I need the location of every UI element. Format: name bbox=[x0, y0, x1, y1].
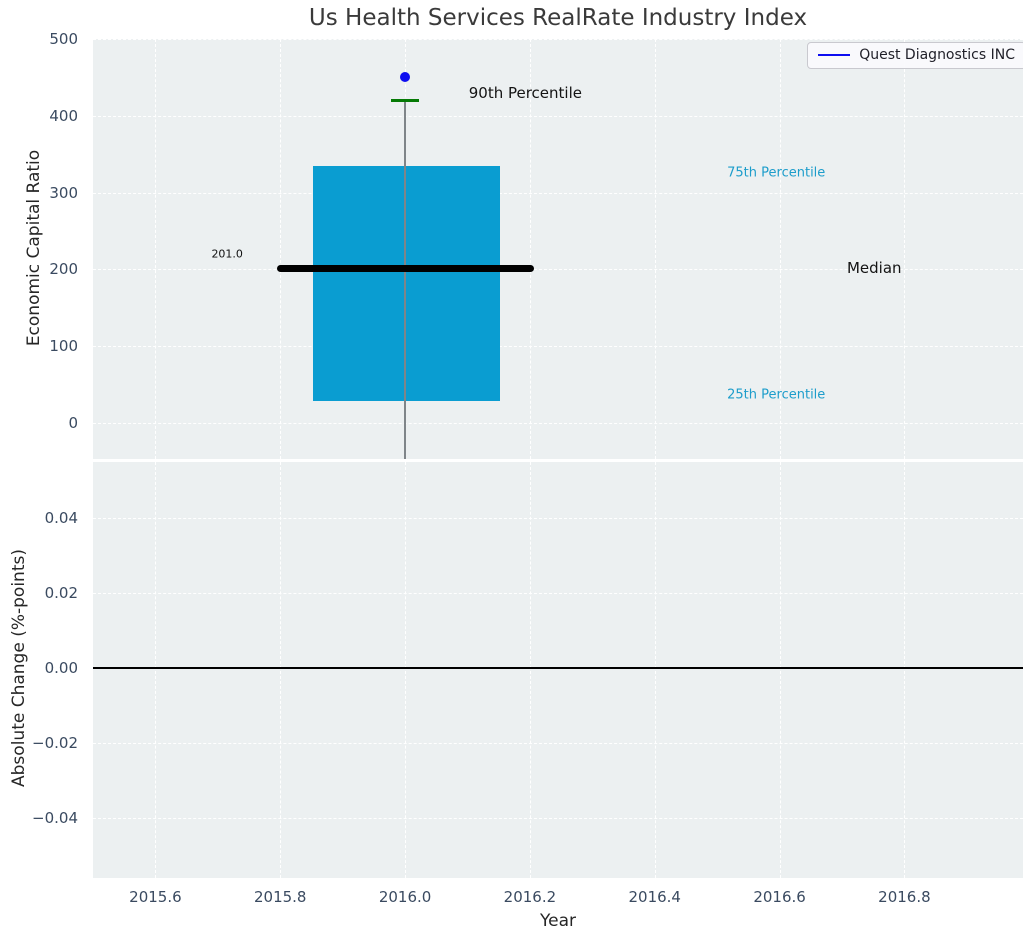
legend: Quest Diagnostics INC bbox=[807, 42, 1023, 69]
boxplot-median-line bbox=[277, 265, 534, 272]
gridline bbox=[155, 39, 156, 459]
y-tick-label: 100 bbox=[18, 337, 78, 355]
x-axis-label: Year bbox=[93, 911, 1023, 931]
x-tick-label: 2016.6 bbox=[735, 888, 825, 906]
x-tick-label: 2016.8 bbox=[859, 888, 949, 906]
gridline-layer bbox=[93, 462, 1023, 878]
gridline bbox=[93, 116, 1023, 117]
p25-label: 25th Percentile bbox=[727, 388, 825, 403]
legend-line-swatch bbox=[818, 54, 850, 56]
p75-label: 75th Percentile bbox=[727, 166, 825, 181]
gridline bbox=[93, 518, 1023, 519]
gridline bbox=[280, 462, 281, 878]
y-tick-label: 500 bbox=[18, 30, 78, 48]
y-tick-label: 0.04 bbox=[18, 509, 78, 527]
y-tick-label: 0 bbox=[18, 414, 78, 432]
gridline bbox=[93, 818, 1023, 819]
y-tick-label: −0.04 bbox=[18, 809, 78, 827]
gridline bbox=[655, 39, 656, 459]
gridline bbox=[904, 39, 905, 459]
chart-title: Us Health Services RealRate Industry Ind… bbox=[93, 5, 1023, 31]
gridline bbox=[93, 193, 1023, 194]
y-tick-label: −0.02 bbox=[18, 734, 78, 752]
gridline bbox=[904, 462, 905, 878]
gridline bbox=[93, 39, 1023, 40]
median-label: Median bbox=[847, 259, 902, 277]
gridline bbox=[93, 743, 1023, 744]
figure: Us Health Services RealRate Industry Ind… bbox=[0, 0, 1034, 942]
y-tick-label: 300 bbox=[18, 184, 78, 202]
y-tick-label: 0.02 bbox=[18, 584, 78, 602]
p90-label: 90th Percentile bbox=[469, 84, 582, 102]
gridline bbox=[155, 462, 156, 878]
x-tick-label: 2015.8 bbox=[235, 888, 325, 906]
bottom-axes bbox=[93, 462, 1023, 878]
x-tick-label: 2016.0 bbox=[360, 888, 450, 906]
x-tick-label: 2016.4 bbox=[610, 888, 700, 906]
gridline bbox=[93, 423, 1023, 424]
gridline bbox=[93, 593, 1023, 594]
gridline bbox=[780, 462, 781, 878]
gridline bbox=[530, 462, 531, 878]
x-tick-label: 2015.6 bbox=[110, 888, 200, 906]
y-axis-label-top: Economic Capital Ratio bbox=[24, 150, 44, 346]
top-axes: 201.0 90th Percentile 75th Percentile Media… bbox=[93, 39, 1023, 459]
zero-change-line bbox=[93, 667, 1023, 669]
gridline bbox=[655, 462, 656, 878]
gridline bbox=[405, 462, 406, 878]
y-tick-label: 400 bbox=[18, 107, 78, 125]
boxplot-whisker bbox=[404, 100, 406, 459]
y-tick-label: 200 bbox=[18, 260, 78, 278]
median-value-label: 201.0 bbox=[211, 247, 243, 260]
boxplot-90th-percentile-cap bbox=[391, 99, 419, 102]
gridline bbox=[530, 39, 531, 459]
x-tick-label: 2016.2 bbox=[485, 888, 575, 906]
gridline bbox=[93, 346, 1023, 347]
y-tick-label: 0.00 bbox=[18, 659, 78, 677]
gridline bbox=[280, 39, 281, 459]
legend-label: Quest Diagnostics INC bbox=[859, 47, 1015, 63]
boxplot-box bbox=[313, 166, 500, 401]
